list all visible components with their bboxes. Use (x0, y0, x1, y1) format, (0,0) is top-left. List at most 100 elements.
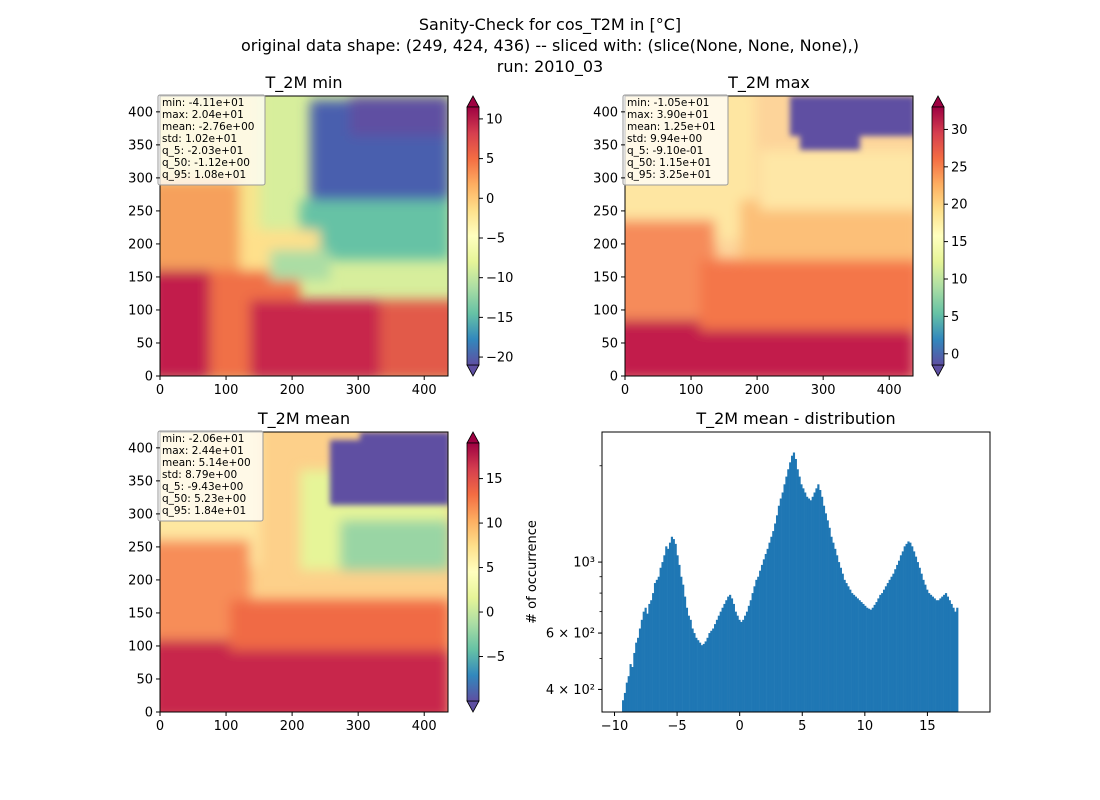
colorbar-tick-label: 10 (486, 112, 503, 127)
histogram-bar (903, 546, 906, 712)
histogram-bar (860, 602, 863, 712)
histogram-bar (678, 564, 681, 712)
histogram-bar (717, 615, 720, 712)
histogram-bar (824, 513, 827, 712)
histogram-bar (727, 596, 730, 712)
figure-title-line3: run: 2010_03 (497, 57, 603, 77)
heatmap-image (160, 432, 448, 712)
colorbar-extend-top (466, 95, 480, 108)
colorbar-tick-label: −10 (486, 271, 513, 286)
histogram-bar (789, 462, 792, 712)
histogram-bar (760, 564, 764, 712)
histogram-bar (672, 539, 675, 712)
histogram-bar (637, 637, 640, 712)
stat-q5: q_5: -9.10e-01 (627, 145, 703, 157)
panel-title: T_2M mean (257, 409, 350, 429)
colorbar-tick-label: −15 (486, 311, 513, 326)
histogram-bar (625, 682, 628, 712)
histogram-bar (806, 496, 809, 712)
y-tick-label: 200 (593, 237, 618, 252)
histogram-bar (935, 600, 938, 712)
histogram-bar (627, 676, 630, 712)
histogram-bar (884, 586, 888, 712)
y-tick-label: 6 × 10² (546, 627, 595, 642)
x-tick-label: 400 (877, 383, 902, 398)
histogram-bar (796, 469, 799, 712)
histogram-bar (905, 543, 908, 712)
y-tick-label: 200 (128, 573, 153, 588)
histogram-bar (623, 692, 627, 712)
histogram-bar (753, 586, 756, 712)
histogram-bar (809, 500, 812, 712)
x-tick-label: −10 (601, 719, 628, 734)
histogram-bar (772, 531, 775, 712)
colorbar-tick-label: 0 (951, 347, 959, 362)
x-tick-label: 100 (214, 383, 239, 398)
histogram-bar (766, 548, 769, 712)
panel-t2m-mean: T_2M mean min (128, 409, 505, 734)
histogram-bar (886, 583, 889, 712)
y-tick-label: 250 (593, 204, 618, 219)
histogram-bar (774, 523, 777, 712)
stat-std: std: 1.02e+01 (162, 133, 237, 145)
histogram-bar (916, 562, 919, 712)
x-tick-label: 0 (621, 383, 629, 398)
histogram-bar (708, 633, 711, 712)
histogram-bar (822, 505, 826, 712)
histogram-bar (882, 589, 886, 712)
histogram-bar (956, 607, 959, 712)
histogram-bar (736, 615, 739, 712)
x-tick-label: 300 (346, 383, 371, 398)
colorbar-tick-label: 15 (951, 235, 968, 250)
histogram-bar (931, 596, 934, 712)
histogram-bar (858, 600, 861, 712)
y-tick-label: 150 (593, 270, 618, 285)
colorbar-tick-label: 10 (951, 273, 968, 288)
histogram-bar (837, 562, 841, 712)
histogram-bar (821, 496, 824, 712)
x-tick-label: −5 (668, 719, 687, 734)
histogram-bar (693, 633, 696, 712)
y-tick-label: 50 (136, 672, 153, 687)
colorbar-tick-label: 15 (486, 472, 503, 487)
figure-title-line2: original data shape: (249, 424, 436) -- … (241, 36, 859, 55)
x-tick-label: 200 (280, 719, 305, 734)
y-tick-label: 50 (136, 336, 153, 351)
stat-mean: mean: -2.76e+00 (162, 121, 254, 133)
histogram-bar (700, 645, 704, 712)
histogram-bar (676, 555, 679, 712)
histogram-bar (800, 484, 803, 712)
y-tick-label: 300 (128, 507, 153, 522)
histogram-bar (862, 603, 865, 712)
colorbar-extend-top (466, 431, 480, 444)
histogram-bar (755, 579, 758, 712)
histogram-bar (663, 555, 666, 712)
histogram-bar (792, 452, 796, 712)
histogram-bar (653, 583, 657, 712)
stat-q50: q_50: -1.12e+00 (162, 157, 250, 169)
x-tick-label: 200 (280, 383, 305, 398)
x-tick-label: 15 (919, 719, 936, 734)
histogram-bar (638, 628, 642, 712)
histogram-bar (742, 619, 745, 712)
histogram-bar (631, 667, 634, 712)
colorbar-tick-label: 10 (486, 517, 503, 532)
histogram-bar (768, 542, 771, 712)
histogram-bar (856, 598, 859, 712)
y-tick-label: 400 (128, 105, 153, 120)
y-axis-label: # of occurrence (525, 520, 540, 624)
histogram-bar (877, 598, 880, 712)
histogram-bar (738, 619, 741, 712)
colorbar-extend-bottom (466, 364, 480, 377)
colorbar-tick-label: 0 (486, 606, 494, 621)
histogram-bar (745, 611, 749, 712)
y-tick-label: 0 (145, 370, 153, 385)
histogram-bar (777, 505, 781, 712)
colorbar-tick-label: −5 (486, 231, 505, 246)
axes-frame (159, 95, 449, 377)
histogram-bar (695, 637, 698, 712)
histogram-bar (954, 611, 957, 712)
histogram-bar (674, 543, 677, 712)
histogram-bar (941, 596, 944, 712)
